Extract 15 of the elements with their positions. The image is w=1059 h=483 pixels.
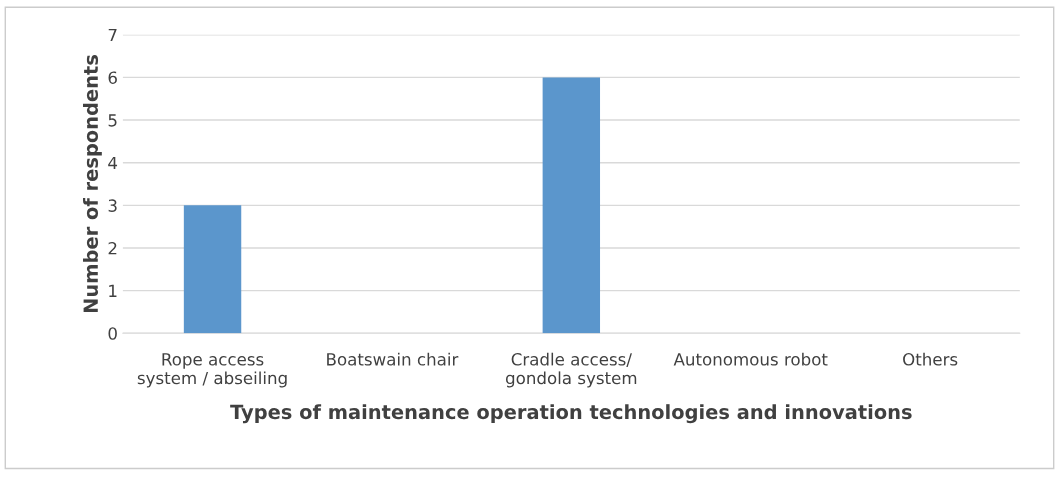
x-tick-label: Rope access system / abseiling bbox=[137, 353, 287, 388]
y-tick-label: 1 bbox=[109, 284, 117, 297]
y-tick-label: 0 bbox=[108, 327, 117, 340]
x-tick-label: Cradle access/ gondola system bbox=[505, 352, 637, 388]
y-tick-label: 5 bbox=[108, 114, 117, 127]
x-axis-title: Types of maintenance operation technologies and innovations bbox=[230, 404, 912, 424]
x-tick-label: Others bbox=[903, 352, 958, 366]
y-axis-title: Number of respondents bbox=[83, 55, 102, 313]
y-tick-label: 2 bbox=[108, 241, 117, 255]
y-tick-label: 3 bbox=[108, 199, 117, 212]
y-tick-label: 6 bbox=[108, 71, 117, 84]
x-tick-label: Autonomous robot bbox=[673, 352, 828, 366]
y-tick-label: 7 bbox=[108, 28, 117, 42]
x-tick-label: Boatswain chair bbox=[327, 352, 459, 366]
y-tick-label: 4 bbox=[108, 156, 118, 170]
